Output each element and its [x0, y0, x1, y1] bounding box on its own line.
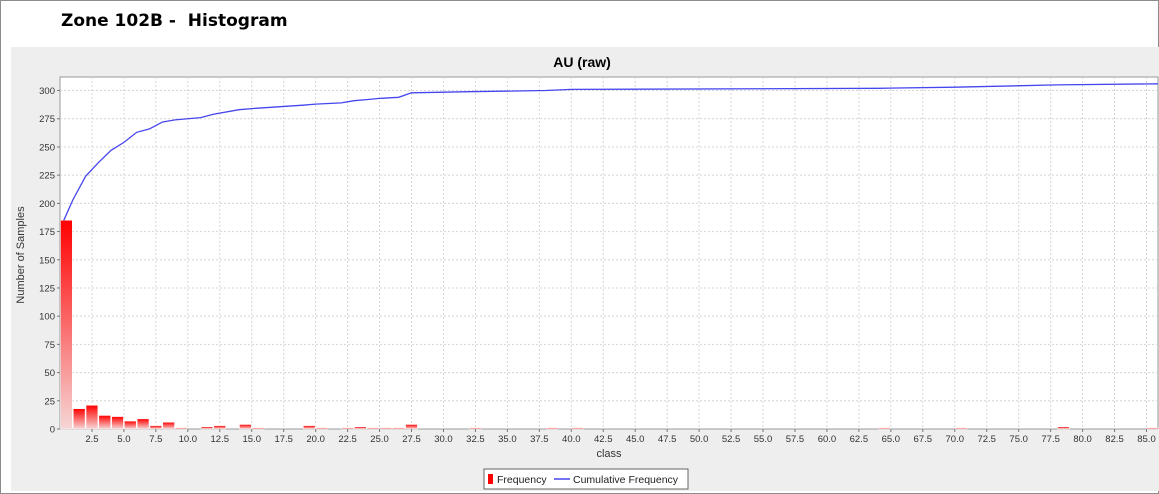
- frequency-bar: [315, 427, 329, 430]
- legend: Frequency Cumulative Frequency: [483, 468, 689, 490]
- frequency-bar: [341, 427, 354, 430]
- y-tick-label: 300: [39, 86, 55, 97]
- x-tick-label: 15.0: [242, 434, 261, 445]
- frequency-bar: [354, 426, 367, 430]
- x-tick-label: 45.0: [626, 434, 645, 445]
- frequency-bar: [111, 416, 124, 430]
- frequency-bar: [175, 427, 188, 430]
- frequency-bar: [392, 427, 405, 430]
- y-tick-label: 125: [39, 283, 55, 294]
- x-axis-label: class: [596, 448, 622, 460]
- cumulative-line-layer: [63, 83, 1159, 221]
- x-tick-label: 52.5: [722, 434, 741, 445]
- frequency-bars: [60, 220, 1159, 430]
- y-tick-label: 275: [39, 114, 55, 125]
- x-tick-label: 5.0: [117, 434, 130, 445]
- x-tick-label: 12.5: [211, 434, 230, 445]
- x-axis-ticks: 2.5 5.0 7.5 10.0 12.5 15.0 17.5 20.0 22.5 25.0 27.…: [85, 429, 1156, 445]
- x-tick-label: 55.0: [754, 434, 773, 445]
- frequency-bar: [1146, 427, 1159, 430]
- y-tick-label: 100: [39, 312, 55, 323]
- x-tick-label: 35.0: [498, 434, 517, 445]
- frequency-bar: [124, 420, 137, 430]
- histogram-chart: AU (raw) 2.5 5.0 7.5 10.0 12.5 15.0 17.5 20.0 22…: [15, 54, 1159, 490]
- x-tick-label: 67.5: [914, 434, 933, 445]
- y-axis-label: Number of Samples: [15, 206, 27, 304]
- frequency-bar: [571, 427, 584, 430]
- x-tick-label: 22.5: [338, 434, 357, 445]
- frequency-bar: [149, 425, 163, 430]
- x-tick-label: 25.0: [370, 434, 389, 445]
- x-tick-label: 10.0: [179, 434, 198, 445]
- cumulative-frequency-line: [63, 83, 1159, 221]
- x-tick-label: 2.5: [85, 434, 98, 445]
- frequency-bar: [545, 427, 559, 430]
- frequency-bar: [469, 427, 482, 430]
- chart-title: AU (raw): [553, 54, 611, 70]
- y-tick-label: 225: [39, 171, 55, 182]
- x-tick-label: 17.5: [274, 434, 293, 445]
- x-tick-label: 80.0: [1073, 434, 1092, 445]
- x-tick-label: 75.0: [1009, 434, 1028, 445]
- frequency-bar: [73, 408, 86, 430]
- x-tick-label: 27.5: [402, 434, 421, 445]
- frequency-bar: [98, 415, 111, 430]
- frequency-bar: [1057, 426, 1070, 430]
- x-tick-label: 50.0: [690, 434, 709, 445]
- x-tick-label: 7.5: [149, 434, 162, 445]
- chart-panel: AU (raw) 2.5 5.0 7.5 10.0 12.5 15.0 17.5 20.0 22…: [11, 47, 1159, 491]
- legend-box: [483, 468, 689, 490]
- frequency-bar: [136, 418, 150, 430]
- x-tick-label: 62.5: [850, 434, 869, 445]
- frequency-bar: [251, 427, 265, 430]
- page-title: Zone 102B - Histogram: [61, 11, 288, 31]
- y-tick-label: 75: [44, 340, 55, 351]
- x-tick-label: 32.5: [466, 434, 485, 445]
- x-tick-label: 40.0: [562, 434, 581, 445]
- x-tick-label: 42.5: [594, 434, 613, 445]
- y-tick-label: 175: [39, 227, 55, 238]
- legend-frequency-label: Frequency: [497, 474, 547, 486]
- y-axis-ticks: 0 25 50 75 100 125 150 175 200 225 250 275 300: [39, 86, 60, 436]
- frequency-bar: [367, 427, 380, 430]
- y-tick-label: 200: [39, 199, 55, 210]
- frequency-bar: [878, 427, 891, 430]
- x-tick-label: 70.0: [946, 434, 965, 445]
- frequency-bar: [60, 220, 73, 430]
- x-tick-label: 47.5: [658, 434, 677, 445]
- x-tick-label: 30.0: [434, 434, 453, 445]
- y-tick-label: 0: [50, 425, 55, 436]
- frequency-bar: [955, 427, 968, 430]
- x-tick-label: 37.5: [530, 434, 549, 445]
- y-tick-label: 250: [39, 142, 55, 153]
- legend-frequency-swatch: [488, 474, 493, 484]
- frequency-bar: [239, 424, 252, 430]
- frequency-bar: [303, 425, 316, 430]
- x-tick-label: 57.5: [786, 434, 805, 445]
- plot-area: [59, 76, 1159, 430]
- x-tick-label: 20.0: [306, 434, 325, 445]
- frequency-bar: [213, 425, 226, 430]
- grid-lines: [60, 77, 1158, 429]
- frequency-bar: [162, 421, 175, 430]
- y-tick-label: 150: [39, 255, 55, 266]
- frequency-bar: [405, 424, 418, 430]
- x-tick-label: 72.5: [977, 434, 996, 445]
- x-tick-label: 77.5: [1041, 434, 1060, 445]
- y-tick-label: 25: [44, 396, 55, 407]
- x-tick-label: 65.0: [882, 434, 901, 445]
- frequency-bar: [85, 405, 99, 430]
- x-tick-label: 85.0: [1137, 434, 1156, 445]
- frequency-bar: [379, 427, 393, 430]
- frequency-bar: [200, 426, 214, 430]
- x-tick-label: 82.5: [1105, 434, 1124, 445]
- legend-cumulative-label: Cumulative Frequency: [573, 474, 679, 486]
- y-tick-label: 50: [44, 368, 55, 379]
- x-tick-label: 60.0: [818, 434, 837, 445]
